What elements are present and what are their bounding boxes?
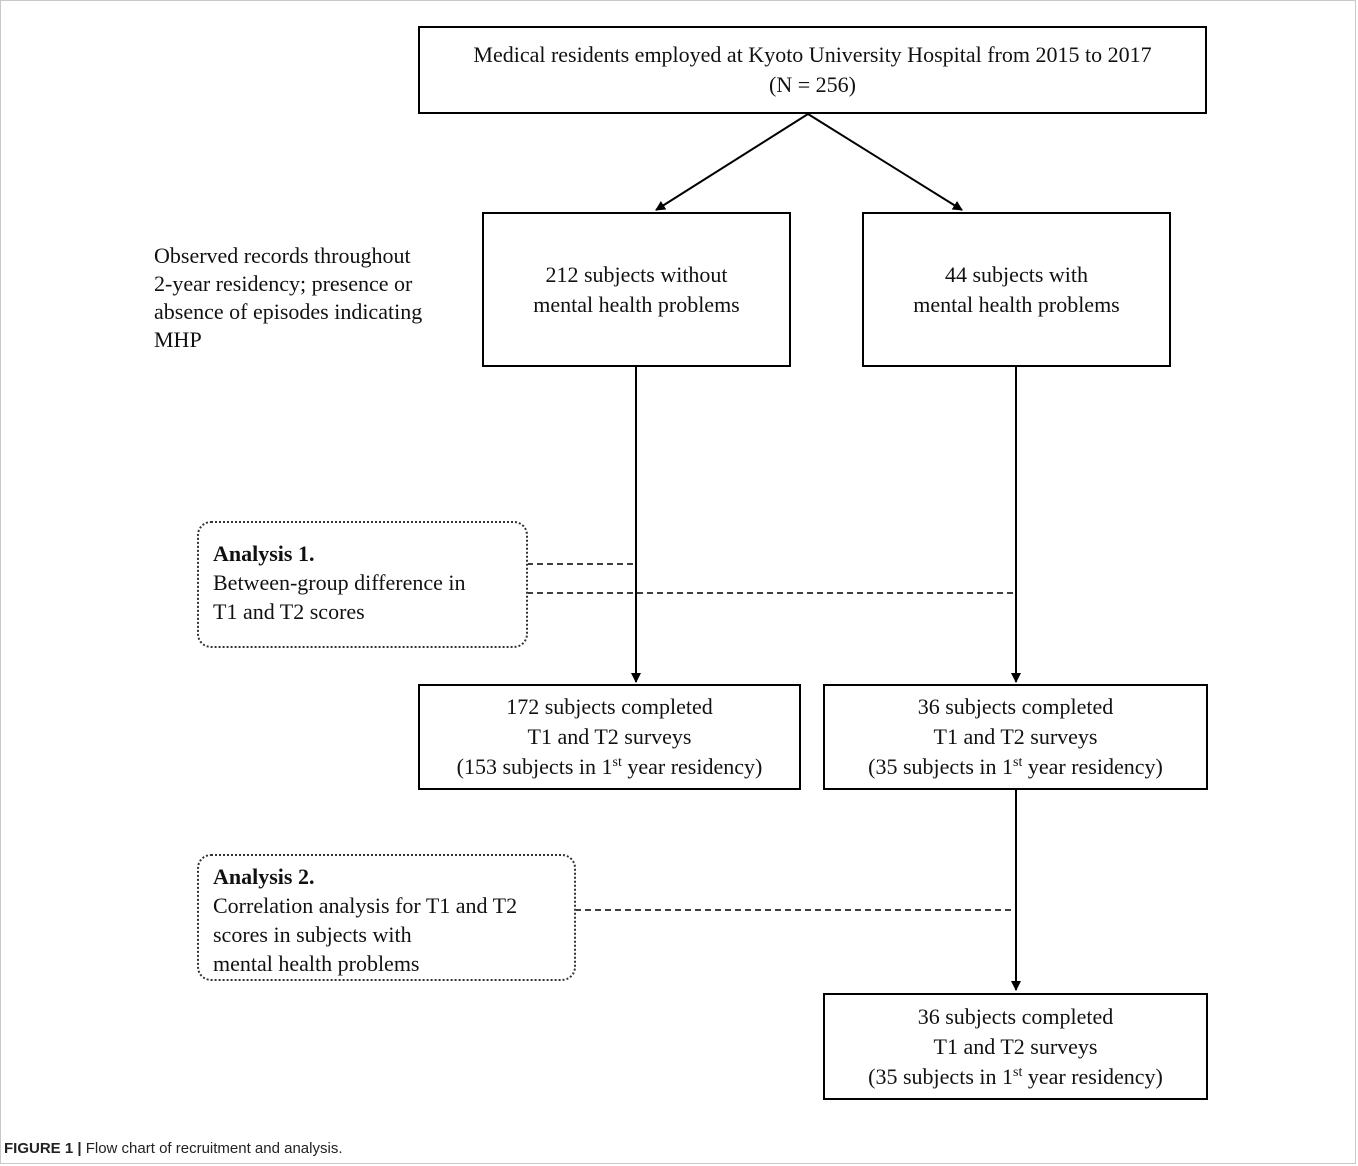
completed-with-line1: 36 subjects completed xyxy=(917,694,1114,719)
without-mhp-box: 212 subjects without mental health probl… xyxy=(482,212,791,367)
completed-with-box: 36 subjects completed T1 and T2 surveys … xyxy=(823,684,1208,790)
observed-note-line: Observed records throughout xyxy=(154,243,411,268)
with-mhp-box: 44 subjects with mental health problems xyxy=(862,212,1171,367)
analysis1-line: T1 and T2 scores xyxy=(213,599,365,624)
completed-without-box: 172 subjects completed T1 and T2 surveys… xyxy=(418,684,801,790)
with-mhp-line2: mental health problems xyxy=(913,291,1120,317)
analysis2-box: Analysis 2. Correlation analysis for T1 … xyxy=(197,854,576,981)
arrow-top-to-with xyxy=(807,113,963,211)
with-mhp-line1: 44 subjects with xyxy=(945,261,1088,287)
completed-with-line2: T1 and T2 surveys xyxy=(933,724,1098,749)
top-box-line2: (N = 256) xyxy=(769,72,856,97)
completed-with-final-line3: (35 subjects in 1st year residency) xyxy=(868,1063,1163,1089)
observed-note-line: absence of episodes indicating xyxy=(154,299,423,324)
top-box: Medical residents employed at Kyoto Univ… xyxy=(418,26,1207,114)
figure-caption-text: Flow chart of recruitment and analysis. xyxy=(81,1140,343,1157)
observed-note: Observed records throughout 2-year resid… xyxy=(154,242,422,354)
without-mhp-line2: mental health problems xyxy=(533,291,740,317)
completed-with-final-box: 36 subjects completed T1 and T2 surveys … xyxy=(823,993,1208,1100)
arrow-top-to-without xyxy=(655,113,809,211)
analysis1-box: Analysis 1. Between-group difference in … xyxy=(197,521,528,648)
top-box-line1: Medical residents employed at Kyoto Univ… xyxy=(473,42,1152,67)
figure-caption-label: FIGURE 1 | xyxy=(4,1140,82,1157)
analysis2-title: Analysis 2. xyxy=(213,864,315,889)
completed-with-final-line1: 36 subjects completed xyxy=(917,1003,1114,1029)
completed-with-final-line2: T1 and T2 surveys xyxy=(933,1033,1098,1059)
analysis2-line: scores in subjects with xyxy=(213,922,412,947)
analysis2-line: Correlation analysis for T1 and T2 xyxy=(213,893,518,918)
analysis2-line: mental health problems xyxy=(213,951,420,976)
completed-without-line3: (153 subjects in 1st year residency) xyxy=(456,754,763,779)
analysis1-title: Analysis 1. xyxy=(213,541,315,566)
observed-note-line: 2-year residency; presence or xyxy=(154,271,413,296)
completed-without-line2: T1 and T2 surveys xyxy=(527,724,692,749)
observed-note-line: MHP xyxy=(154,327,202,352)
analysis1-line: Between-group difference in xyxy=(213,570,466,595)
figure-caption: FIGURE 1 | Flow chart of recruitment and… xyxy=(4,1140,343,1157)
without-mhp-line1: 212 subjects without xyxy=(545,261,728,287)
completed-with-line3: (35 subjects in 1st year residency) xyxy=(868,754,1163,779)
completed-without-line1: 172 subjects completed xyxy=(506,694,713,719)
